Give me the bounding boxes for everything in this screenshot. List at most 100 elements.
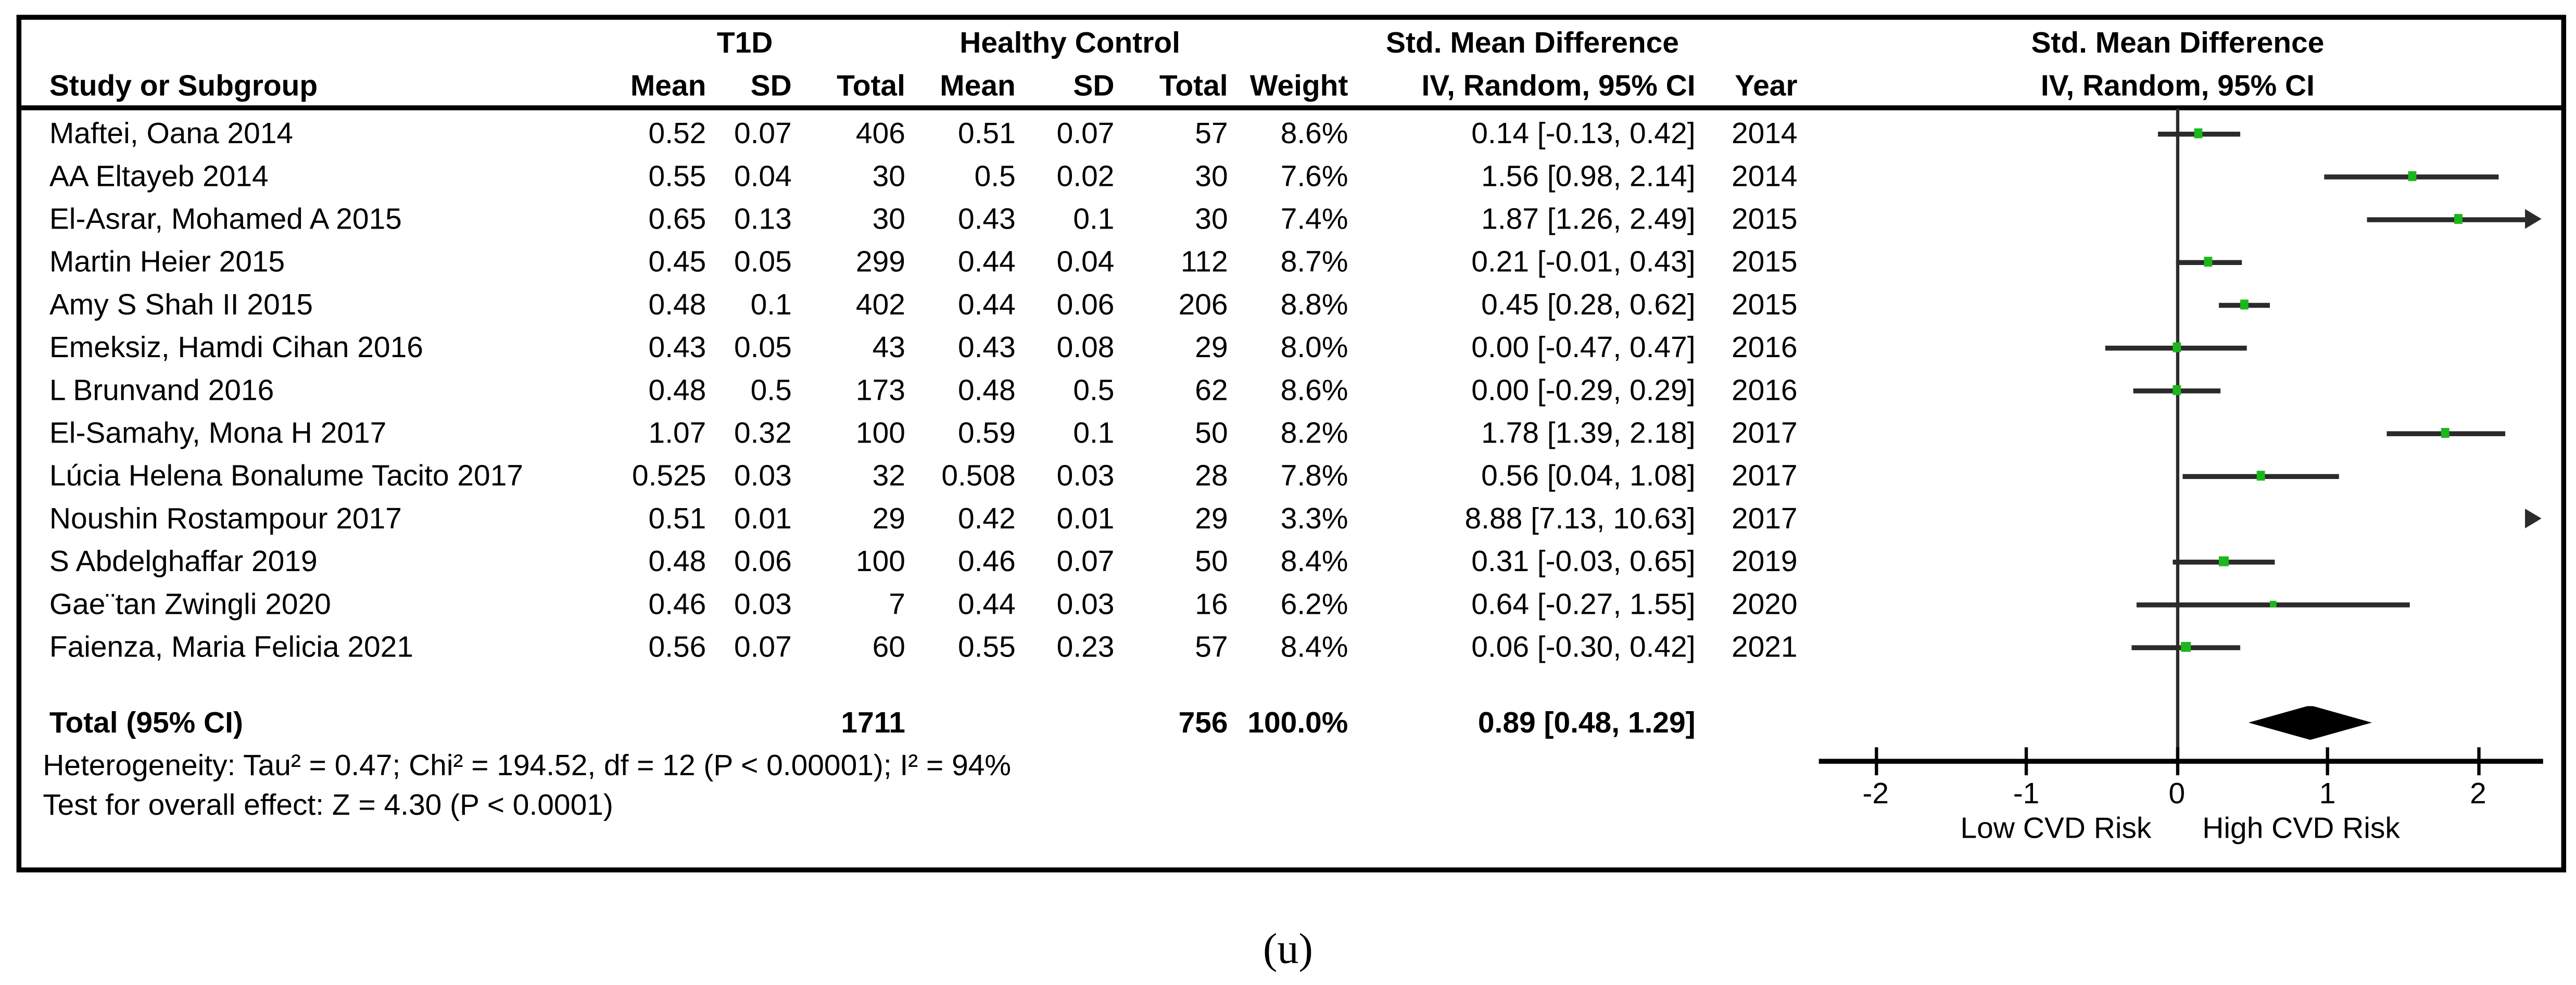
study-name-cell: S Abdelghaffar 2019 [49,545,318,578]
ctrl-total-cell: 50 [1195,416,1228,450]
effect-square [2440,428,2449,437]
smd-ci-cell: 0.64 [-0.27, 1.55] [1471,587,1696,621]
ctrl-sd-cell: 0.04 [1056,245,1115,279]
header-separator-line [21,105,2561,110]
study-row: Emeksiz, Hamdi Cihan 2016 0.43 0.05 43 0… [0,326,2576,369]
ctrl-sd-cell: 0.23 [1056,630,1115,664]
t1d-sd-cell: 0.32 [734,416,792,450]
ctrl-sd-cell: 0.03 [1056,459,1115,492]
axis-tick [2024,747,2028,776]
year-cell: 2015 [1731,245,1798,279]
column-header-year: Year [1735,69,1798,103]
t1d-mean-cell: 1.07 [648,416,706,450]
year-cell: 2017 [1731,459,1798,492]
zero-reference-line [2176,108,2179,759]
study-name-cell: Martin Heier 2015 [49,245,285,279]
column-header-mean-ctrl: Mean [940,69,1016,103]
t1d-mean-cell: 0.48 [648,373,706,407]
ctrl-total-cell: 29 [1195,331,1228,364]
effect-square [2407,172,2416,181]
ctrl-sd-cell: 0.01 [1056,502,1115,535]
ctrl-mean-cell: 0.42 [957,502,1016,535]
column-header-total-t1d: Total [837,69,905,103]
study-row: El-Samahy, Mona H 2017 1.07 0.32 100 0.5… [0,411,2576,454]
ctrl-mean-cell: 0.44 [957,288,1016,321]
total-smd-ci: 0.89 [0.48, 1.29] [1478,706,1696,739]
effect-square [2257,471,2266,480]
weight-cell: 6.2% [1280,587,1348,621]
t1d-total-cell: 30 [872,202,905,236]
study-name-cell: Lúcia Helena Bonalume Tacito 2017 [49,459,524,492]
column-group-control: Healthy Control [959,26,1180,59]
ctrl-mean-cell: 0.43 [957,331,1016,364]
weight-cell: 8.6% [1280,373,1348,407]
smd-ci-cell: 0.56 [0.04, 1.08] [1481,459,1696,492]
smd-ci-cell: 0.00 [-0.47, 0.47] [1471,331,1696,364]
study-row: Martin Heier 2015 0.45 0.05 299 0.44 0.0… [0,241,2576,283]
study-name-cell: Faienza, Maria Felicia 2021 [49,630,413,664]
ctrl-sd-cell: 0.1 [1073,202,1115,236]
study-name-cell: El-Samahy, Mona H 2017 [49,416,387,450]
axis-tick [2175,747,2179,776]
ctrl-mean-cell: 0.46 [957,545,1016,578]
t1d-sd-cell: 0.03 [734,459,792,492]
weight-cell: 8.7% [1280,245,1348,279]
smd-ci-cell: 0.31 [-0.03, 0.65] [1471,545,1696,578]
t1d-mean-cell: 0.52 [648,117,706,150]
t1d-mean-cell: 0.55 [648,159,706,193]
figure-border-box [16,15,2567,873]
figure-caption: (u) [1263,925,1313,973]
study-row: Lúcia Helena Bonalume Tacito 2017 0.525 … [0,454,2576,497]
smd-ci-cell: 8.88 [7.13, 10.63] [1464,502,1696,535]
study-name-cell: Emeksiz, Hamdi Cihan 2016 [49,331,423,364]
ctrl-total-cell: 112 [1180,245,1228,279]
t1d-mean-cell: 0.43 [648,331,706,364]
total-label: Total (95% CI) [49,706,243,739]
study-name-cell: Maftei, Oana 2014 [49,117,294,150]
study-row: Maftei, Oana 2014 0.52 0.07 406 0.51 0.0… [0,112,2576,155]
smd-ci-cell: 1.78 [1.39, 2.18] [1481,416,1696,450]
weight-cell: 7.4% [1280,202,1348,236]
ctrl-sd-cell: 0.02 [1056,159,1115,193]
weight-cell: 3.3% [1280,502,1348,535]
study-name-cell: El-Asrar, Mohamed A 2015 [49,202,402,236]
axis-tick-label: 2 [2470,777,2486,810]
ci-arrow-right-icon [2525,508,2542,528]
ctrl-total-cell: 29 [1195,502,1228,535]
study-name-cell: AA Eltayeb 2014 [49,159,269,193]
t1d-total-cell: 7 [889,587,905,621]
effect-square [2172,385,2181,395]
axis-tick [2476,747,2480,776]
effect-square [2173,343,2181,352]
ctrl-sd-cell: 0.06 [1056,288,1115,321]
study-name-cell: L Brunvand 2016 [49,373,274,407]
right-panel-subtitle: IV, Random, 95% CI [2040,69,2315,103]
ctrl-mean-cell: 0.51 [957,117,1016,150]
axis-tick-label: 1 [2319,777,2336,810]
effect-square [2204,257,2213,267]
ctrl-total-cell: 57 [1195,117,1228,150]
smd-ci-cell: 0.21 [-0.01, 0.43] [1471,245,1696,279]
year-cell: 2014 [1731,159,1798,193]
ci-line [2366,216,2525,222]
t1d-sd-cell: 0.04 [734,159,792,193]
total-row: Total (95% CI) 1711 756 100.0% 0.89 [0.4… [0,701,2576,744]
ctrl-total-cell: 30 [1195,202,1228,236]
t1d-mean-cell: 0.65 [648,202,706,236]
t1d-total-cell: 299 [855,245,905,279]
column-group-t1d: T1D [716,26,773,59]
study-row: Noushin Rostampour 2017 0.51 0.01 29 0.4… [0,497,2576,540]
ctrl-total-cell: 16 [1195,587,1228,621]
effect-square [2181,642,2191,651]
study-row: L Brunvand 2016 0.48 0.5 173 0.48 0.5 62… [0,369,2576,411]
axis-tick-label: -2 [1862,777,1889,810]
t1d-mean-cell: 0.51 [648,502,706,535]
smd-ci-cell: 0.00 [-0.29, 0.29] [1471,373,1696,407]
t1d-total-cell: 60 [872,630,905,664]
column-group-smd: Std. Mean Difference [1386,26,1679,59]
weight-cell: 7.6% [1280,159,1348,193]
t1d-total-cell: 402 [855,288,905,321]
year-cell: 2015 [1731,288,1798,321]
ctrl-sd-cell: 0.03 [1056,587,1115,621]
